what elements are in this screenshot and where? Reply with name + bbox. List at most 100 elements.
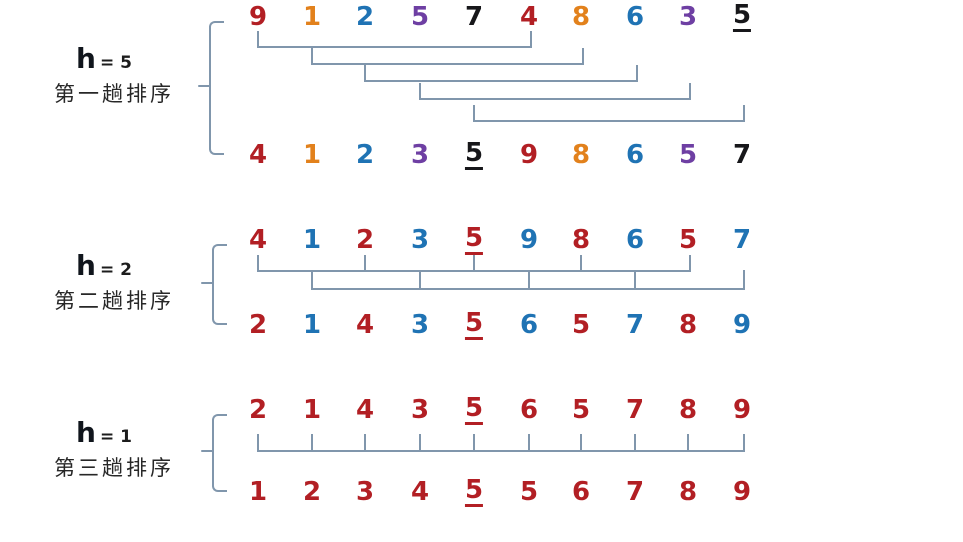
pass2-output-number: 5 (571, 310, 591, 340)
pass-name: 第二趟排序 (54, 289, 174, 313)
pass2-input-number: 4 (248, 225, 268, 255)
section-bracket (209, 21, 224, 155)
link-tick (419, 434, 421, 450)
link-tick (634, 434, 636, 450)
h-value: = 1 (99, 427, 132, 447)
gap-label: h = 5 (28, 42, 180, 75)
pass1-output-number: 7 (732, 140, 752, 170)
h-value: = 2 (99, 260, 132, 280)
pass2-input-number: 5 (678, 225, 698, 255)
link-tick (364, 255, 366, 270)
bracket-mid-tick (201, 282, 213, 284)
group-link (257, 434, 745, 452)
pass2-output-number: 1 (302, 310, 322, 340)
pass3-input-number: 7 (625, 395, 645, 425)
pass2-output-number: 7 (625, 310, 645, 340)
pass1-input-number: 4 (519, 2, 539, 32)
link-tick (687, 434, 689, 450)
pass-label-1: h = 5 第一趟排序 (38, 42, 190, 108)
pass2-input-number: 1 (302, 225, 322, 255)
gap-label: h = 2 (28, 249, 180, 282)
pass1-input-number: 5 (410, 2, 430, 32)
pass3-input-number: 5 (464, 393, 484, 425)
pass3-output-number: 4 (410, 477, 430, 507)
pass2-input-number: 7 (732, 225, 752, 255)
section-bracket (212, 414, 227, 492)
pass2-input-number: 9 (519, 225, 539, 255)
pass1-output-number: 6 (625, 140, 645, 170)
pass2-input-number: 6 (625, 225, 645, 255)
link-tick (528, 434, 530, 450)
group-link (257, 255, 691, 272)
pass3-input-number: 6 (519, 395, 539, 425)
link-tick (419, 270, 421, 288)
pass3-input-number: 3 (410, 395, 430, 425)
link-tick (473, 255, 475, 270)
pass2-output-number: 8 (678, 310, 698, 340)
h-variable: h (76, 249, 96, 282)
pass2-input-number: 5 (464, 223, 484, 255)
pass1-output-number: 1 (302, 140, 322, 170)
pass3-output-number: 2 (302, 477, 322, 507)
pass3-output-number: 5 (519, 477, 539, 507)
pass1-input-number: 7 (464, 2, 484, 32)
link-tick (580, 434, 582, 450)
pass2-output-number: 3 (410, 310, 430, 340)
pass2-output-number: 9 (732, 310, 752, 340)
pass2-input-number: 3 (410, 225, 430, 255)
pass3-output-number: 5 (464, 475, 484, 507)
pass1-output-number: 8 (571, 140, 591, 170)
link-tick (528, 270, 530, 288)
pass2-output-number: 4 (355, 310, 375, 340)
h-value: = 5 (99, 53, 132, 73)
pass2-input-number: 8 (571, 225, 591, 255)
h-variable: h (76, 42, 96, 75)
pass-name: 第一趟排序 (54, 82, 174, 106)
pass3-input-number: 5 (571, 395, 591, 425)
link-tick (311, 434, 313, 450)
pass3-output-number: 8 (678, 477, 698, 507)
bracket-mid-tick (201, 450, 213, 452)
gap-label: h = 1 (28, 416, 180, 449)
gap-link (257, 31, 532, 48)
pass1-input-number: 1 (302, 2, 322, 32)
pass3-output-number: 9 (732, 477, 752, 507)
bracket-mid-tick (198, 85, 210, 87)
pass1-output-number: 4 (248, 140, 268, 170)
pass3-output-number: 7 (625, 477, 645, 507)
pass2-output-number: 2 (248, 310, 268, 340)
pass1-input-number: 9 (248, 2, 268, 32)
gap-link (311, 48, 584, 65)
pass2-output-number: 5 (464, 308, 484, 340)
pass1-output-number: 9 (519, 140, 539, 170)
pass3-input-number: 4 (355, 395, 375, 425)
link-tick (580, 255, 582, 270)
pass1-output-number: 3 (410, 140, 430, 170)
gap-link (419, 83, 691, 100)
pass3-input-number: 9 (732, 395, 752, 425)
pass1-input-number: 6 (625, 2, 645, 32)
gap-link (364, 65, 638, 82)
pass-label-2: h = 2 第二趟排序 (38, 249, 190, 315)
pass-label-3: h = 1 第三趟排序 (38, 416, 190, 482)
pass2-output-number: 6 (519, 310, 539, 340)
section-bracket (212, 244, 227, 325)
pass1-output-number: 5 (464, 138, 484, 170)
pass3-output-number: 6 (571, 477, 591, 507)
pass1-input-number: 8 (571, 2, 591, 32)
gap-link (473, 105, 745, 122)
pass1-input-number: 3 (678, 2, 698, 32)
group-link (311, 270, 745, 290)
pass3-output-number: 1 (248, 477, 268, 507)
pass3-input-number: 8 (678, 395, 698, 425)
link-tick (364, 434, 366, 450)
pass3-input-number: 2 (248, 395, 268, 425)
pass3-output-number: 3 (355, 477, 375, 507)
pass1-output-number: 2 (355, 140, 375, 170)
pass2-input-number: 2 (355, 225, 375, 255)
link-tick (634, 270, 636, 288)
pass1-input-number: 5 (732, 0, 752, 32)
link-tick (473, 434, 475, 450)
pass3-input-number: 1 (302, 395, 322, 425)
